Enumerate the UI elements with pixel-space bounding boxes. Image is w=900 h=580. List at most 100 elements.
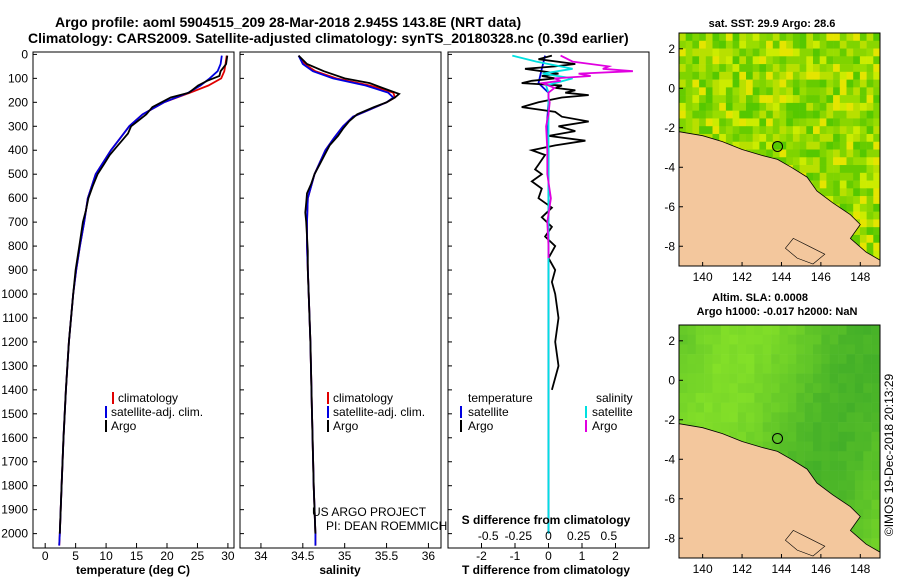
map-cell [729,412,738,423]
map-cell [819,56,827,65]
map-cell [771,412,780,423]
map-cell [806,87,814,96]
map-cell [766,110,774,119]
map-cell [796,451,805,462]
map-cell [871,344,881,355]
x-tick-label: 10 [99,549,113,563]
map-cell [737,422,747,433]
map-cell [720,373,730,384]
map-cell [796,441,805,452]
map-cell [695,392,705,403]
map-cell [779,149,787,158]
map-cell [732,126,740,135]
map-cell [796,383,805,394]
map-cell [692,56,700,65]
map-y-tick-label: 0 [668,81,675,95]
map-cell [695,334,705,345]
map-cell [819,110,827,119]
map-cell [725,56,733,65]
map-cell [752,33,760,42]
map-cell [786,56,794,65]
map-cell [854,325,864,336]
map-cell [821,441,831,452]
temperature-panel [32,51,235,549]
map-cell [692,126,700,135]
map-cell [873,40,881,49]
map-cell [712,71,720,80]
map-cell [846,141,854,150]
map-cell [692,79,700,88]
map-cell [685,95,693,104]
map-cell [704,344,713,355]
map-cell [792,165,800,174]
map-cell [859,196,867,205]
map-cell [813,79,820,88]
map-cell [787,383,797,394]
map-cell [813,470,822,481]
map-cell [705,126,713,135]
map-cell [705,102,713,111]
map-cell [772,33,780,42]
map-cell [866,48,874,57]
map-cell [762,373,772,384]
map-cell [859,79,867,88]
map-cell [739,102,747,111]
map-cell [766,56,774,65]
map-cell [854,363,864,374]
map-cell [732,56,740,65]
legend-s-argo-diff-label: Argo [592,419,618,433]
map-cell [839,87,847,96]
map-cell [853,172,861,181]
depth-tick-label: 300 [8,119,28,133]
map-cell [863,334,872,345]
map-cell [799,79,807,88]
map-cell [746,48,753,57]
salinity-legend: climatology satellite-adj. clim. Argo [327,391,425,433]
map-cell [787,431,797,442]
salinity-plot: 34 34.5 35 35.5 36 [254,54,435,563]
temperature-xlabel: temperature (deg C) [76,563,190,577]
map-cell [833,71,841,80]
map-cell [752,87,760,96]
map-cell [813,141,820,150]
map-cell [863,538,872,549]
map-cell [826,102,834,111]
map-cell [821,325,831,336]
map-cell [833,180,841,189]
map-cell [854,354,864,365]
map-cell [806,48,814,57]
map-cell [779,363,789,374]
map-cell [792,56,800,65]
map-cell [846,383,856,394]
map-cell [732,95,740,104]
map-cell [725,40,733,49]
map-cell [839,172,847,181]
map-cell [813,373,822,384]
map-cell [779,56,787,65]
map-cell [799,71,807,80]
map-cell [729,392,738,403]
map-cell [846,40,854,49]
map-cell [839,71,847,80]
map-cell [712,64,720,73]
map-cell [839,203,847,212]
map-cell [838,460,847,471]
map-cell [772,71,780,80]
map-cell [873,64,881,73]
map-cell [873,196,881,205]
depth-tick-label: 900 [8,263,28,277]
map-cell [799,157,807,166]
x-tick-label: 1 [579,549,586,563]
map-cell [866,234,874,243]
map-cell [826,33,834,42]
map-cell [826,149,834,158]
map-cell [813,87,820,96]
map-cell [732,118,740,127]
map-cell [854,470,864,481]
map-cell [871,431,881,442]
map-cell [821,451,831,462]
map-cell [786,133,794,143]
map-cell [746,33,753,42]
map-cell [786,71,794,80]
map-cell [759,110,767,119]
